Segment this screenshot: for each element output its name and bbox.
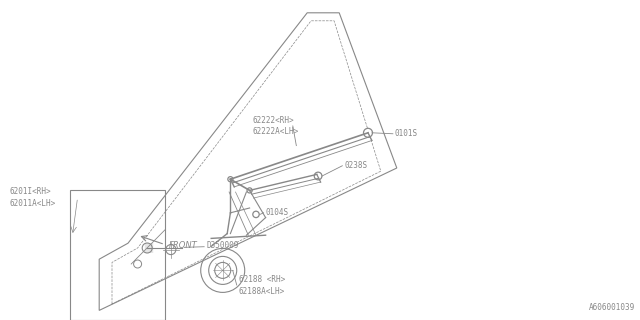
Circle shape	[247, 188, 252, 193]
Text: 0104S: 0104S	[266, 208, 289, 217]
Text: 6201I<RH>: 6201I<RH>	[10, 187, 51, 196]
Text: D350009: D350009	[206, 241, 239, 250]
Circle shape	[314, 172, 322, 180]
Text: 62188A<LH>: 62188A<LH>	[239, 286, 285, 295]
Text: 62188 <RH>: 62188 <RH>	[239, 276, 285, 284]
Circle shape	[253, 211, 259, 218]
Circle shape	[228, 177, 233, 182]
Bar	[70, 190, 165, 320]
Text: 62222A<LH>: 62222A<LH>	[253, 127, 299, 136]
Text: FRONT: FRONT	[169, 241, 198, 250]
Text: 0101S: 0101S	[395, 129, 418, 138]
Text: 62011A<LH>: 62011A<LH>	[10, 199, 56, 208]
Circle shape	[364, 128, 372, 137]
Text: A606001039: A606001039	[589, 303, 635, 312]
Text: 0238S: 0238S	[344, 161, 367, 170]
Circle shape	[166, 244, 176, 255]
Text: 62222<RH>: 62222<RH>	[253, 116, 294, 125]
Circle shape	[142, 243, 152, 253]
